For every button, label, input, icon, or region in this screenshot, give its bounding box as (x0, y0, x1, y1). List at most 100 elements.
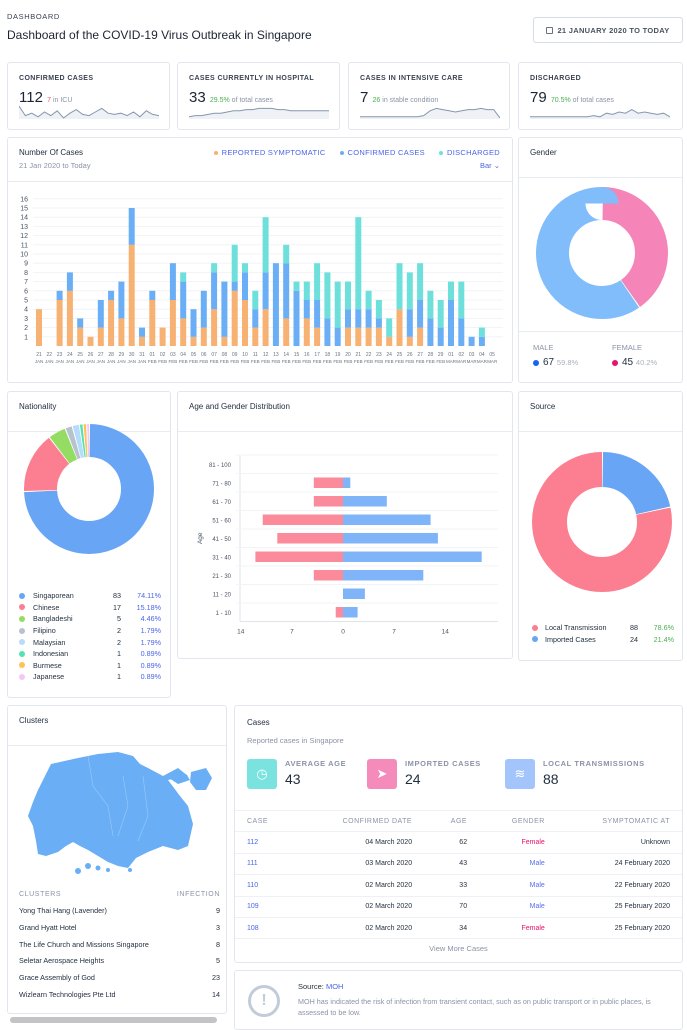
bar-segment[interactable] (386, 318, 393, 337)
bar-segment[interactable] (458, 318, 465, 346)
bar-segment[interactable] (252, 327, 259, 346)
bar-segment[interactable] (77, 318, 84, 328)
bar-segment[interactable] (448, 281, 454, 300)
bar-segment[interactable] (97, 327, 104, 346)
female-bar[interactable] (313, 477, 343, 489)
bar-segment[interactable] (314, 300, 321, 328)
bar-segment[interactable] (365, 290, 372, 310)
bar-segment[interactable] (108, 300, 115, 346)
bar-segment[interactable] (324, 318, 331, 346)
legend-item[interactable]: Bangladeshi 5 4.46% (19, 613, 161, 625)
legend-item[interactable]: Malaysian 2 1.79% (19, 636, 161, 648)
bar-segment[interactable] (211, 263, 218, 273)
bar-segment[interactable] (283, 244, 290, 264)
bar-segment[interactable] (478, 327, 485, 337)
bar-segment[interactable] (478, 336, 485, 346)
cluster-row[interactable]: Wizlearn Technologies Pte Ltd 14 (19, 990, 220, 1007)
bar-segment[interactable] (406, 272, 413, 310)
bar-segment[interactable] (334, 281, 341, 328)
bar-segment[interactable] (231, 290, 238, 346)
legend-item[interactable]: REPORTED SYMPTOMATIC (213, 148, 326, 157)
bar-segment[interactable] (262, 272, 269, 310)
bar-segment[interactable] (180, 272, 187, 282)
bar-segment[interactable] (180, 318, 187, 346)
singapore-map[interactable] (18, 746, 218, 876)
male-bar[interactable] (343, 607, 358, 618)
bar-segment[interactable] (200, 327, 207, 346)
column-header[interactable]: SYMPTOMATIC AT (556, 810, 682, 832)
male-bar[interactable] (343, 570, 424, 581)
female-bar[interactable] (313, 570, 343, 581)
table-row[interactable]: 108 02 March 2020 34 Female 25 February 2020 (235, 917, 682, 939)
bar-segment[interactable] (149, 300, 156, 346)
bar-segment[interactable] (355, 217, 362, 310)
bar-segment[interactable] (36, 309, 42, 346)
legend-item[interactable]: Japanese 1 0.89% (19, 671, 161, 683)
bar-segment[interactable] (406, 309, 413, 337)
bar-segment[interactable] (272, 263, 279, 346)
male-bar[interactable] (343, 551, 482, 563)
chart-type-select[interactable]: Bar ⌄ (479, 161, 500, 170)
legend-item[interactable]: DISCHARGED (438, 148, 500, 157)
female-bar[interactable] (255, 551, 343, 563)
cluster-row[interactable]: Grand Hyatt Hotel 3 (19, 923, 220, 940)
case-link[interactable]: 111 (235, 852, 297, 875)
column-header[interactable]: GENDER (479, 810, 557, 832)
bar-segment[interactable] (159, 327, 166, 346)
bar-segment[interactable] (211, 309, 218, 346)
bar-segment[interactable] (417, 327, 424, 346)
case-link[interactable]: 109 (235, 895, 297, 918)
bar-segment[interactable] (252, 309, 259, 328)
female-bar[interactable] (335, 607, 343, 618)
legend-item[interactable]: Burmese 1 0.89% (19, 660, 161, 672)
bar-segment[interactable] (180, 281, 187, 319)
case-link[interactable]: 110 (235, 874, 297, 896)
legend-item[interactable]: Indonesian 1 0.89% (19, 648, 161, 660)
bar-segment[interactable] (242, 300, 248, 346)
bar-segment[interactable] (231, 281, 238, 291)
bar-segment[interactable] (200, 290, 207, 328)
view-more-cases-link[interactable]: View More Cases (235, 938, 682, 953)
female-bar[interactable] (262, 514, 343, 526)
bar-segment[interactable] (169, 300, 176, 346)
bar-segment[interactable] (375, 300, 382, 319)
donut-slice[interactable] (532, 452, 672, 592)
bar-segment[interactable] (314, 263, 321, 300)
bar-segment[interactable] (242, 263, 248, 273)
table-row[interactable]: 109 02 March 2020 70 Male 25 February 2020 (235, 895, 682, 918)
bar-segment[interactable] (365, 327, 372, 346)
bar-segment[interactable] (345, 327, 351, 346)
donut-slice[interactable] (24, 424, 154, 554)
bar-segment[interactable] (293, 290, 300, 346)
donut-slice[interactable] (536, 187, 668, 319)
bar-segment[interactable] (437, 327, 444, 346)
bar-segment[interactable] (283, 318, 290, 346)
male-bar[interactable] (343, 588, 365, 600)
legend-item[interactable]: Local Transmission 88 78.6% (532, 622, 674, 634)
bar-segment[interactable] (303, 318, 310, 346)
bar-segment[interactable] (118, 318, 125, 346)
bar-segment[interactable] (139, 327, 145, 337)
legend-item[interactable]: Singaporean 83 74.11% (19, 590, 161, 602)
bar-segment[interactable] (108, 290, 115, 300)
bar-segment[interactable] (66, 290, 73, 346)
bar-segment[interactable] (386, 336, 393, 346)
bar-segment[interactable] (139, 336, 145, 346)
bar-segment[interactable] (458, 281, 465, 319)
table-row[interactable]: 110 02 March 2020 33 Male 22 February 2020 (235, 874, 682, 896)
bar-segment[interactable] (334, 327, 341, 346)
bar-segment[interactable] (448, 300, 454, 346)
bar-segment[interactable] (365, 309, 372, 328)
male-bar[interactable] (343, 533, 438, 544)
bar-segment[interactable] (118, 281, 125, 319)
bar-segment[interactable] (355, 309, 362, 328)
column-header[interactable]: AGE (424, 810, 480, 832)
bar-segment[interactable] (221, 281, 228, 337)
bar-segment[interactable] (355, 327, 362, 346)
bar-segment[interactable] (221, 336, 228, 346)
bar-segment[interactable] (314, 327, 321, 346)
female-bar[interactable] (313, 496, 343, 507)
female-bar[interactable] (277, 533, 343, 544)
case-link[interactable]: 108 (235, 917, 297, 939)
legend-item[interactable]: Filipino 2 1.79% (19, 625, 161, 637)
